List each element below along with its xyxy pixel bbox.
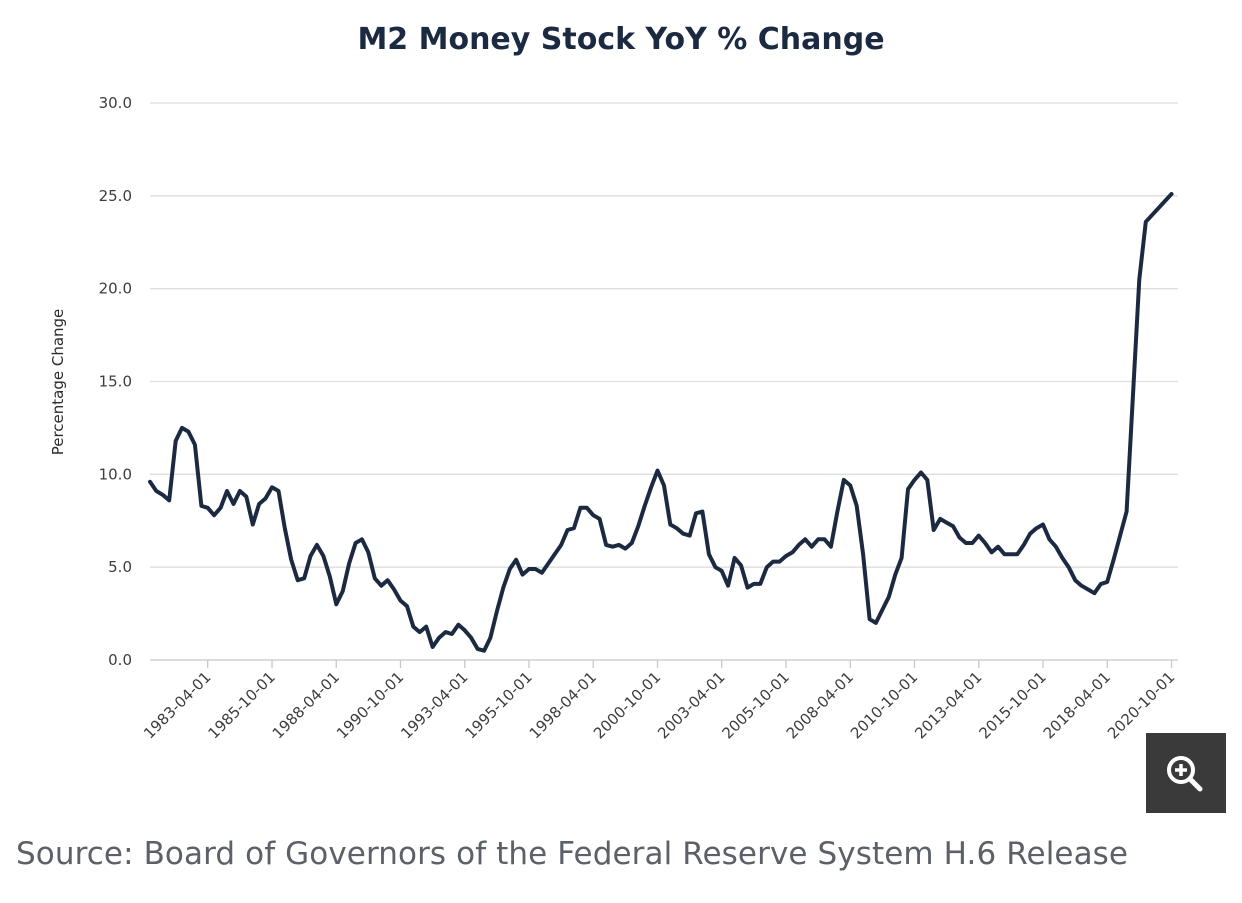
y-tick-label: 25.0	[99, 187, 132, 205]
y-tick-label: 15.0	[99, 373, 132, 391]
y-tick-label: 30.0	[99, 94, 132, 112]
y-axis-label: Percentage Change	[49, 309, 67, 456]
x-tick-label: 2010-10-01	[847, 668, 921, 742]
x-tick-label: 1998-04-01	[526, 668, 600, 742]
x-tick-label: 1990-10-01	[333, 668, 407, 742]
zoom-in-icon	[1167, 756, 1203, 792]
x-tick-label: 2013-04-01	[911, 668, 985, 742]
x-tick-label: 1995-10-01	[461, 668, 535, 742]
x-tick-label: 2000-10-01	[590, 668, 664, 742]
x-tick-label: 2020-10-01	[1104, 668, 1178, 742]
x-tick-label: 1983-04-01	[140, 668, 214, 742]
y-tick-label: 5.0	[108, 558, 132, 576]
series-line	[148, 192, 1174, 653]
x-tick-label: 2008-04-01	[783, 668, 857, 742]
y-axis-ticks: 0.0 5.0 10.0 15.0 20.0 25.0 30.0	[99, 94, 132, 669]
x-tick-label: 1985-10-01	[204, 668, 278, 742]
x-tick-label: 2018-04-01	[1040, 668, 1114, 742]
source-note: Source: Board of Governors of the Federa…	[16, 836, 1129, 872]
x-tick-label: 1988-04-01	[269, 668, 343, 742]
y-tick-label: 0.0	[108, 651, 132, 669]
gridlines	[150, 102, 1178, 661]
x-tick-label: 2005-10-01	[718, 668, 792, 742]
chart-title: M2 Money Stock YoY % Change	[357, 22, 884, 57]
chart: M2 Money Stock YoY % Change 0.0 5.0 10.0 15…	[49, 22, 1178, 742]
x-tick-label: 1993-04-01	[397, 668, 471, 742]
y-tick-label: 10.0	[99, 465, 132, 483]
x-tick-label: 2003-04-01	[654, 668, 728, 742]
zoom-button[interactable]	[1146, 733, 1226, 813]
x-axis-ticks: 1983-04-011985-10-011988-04-011990-10-01…	[140, 660, 1178, 742]
x-tick-label: 2015-10-01	[975, 668, 1049, 742]
y-tick-label: 20.0	[99, 280, 132, 298]
